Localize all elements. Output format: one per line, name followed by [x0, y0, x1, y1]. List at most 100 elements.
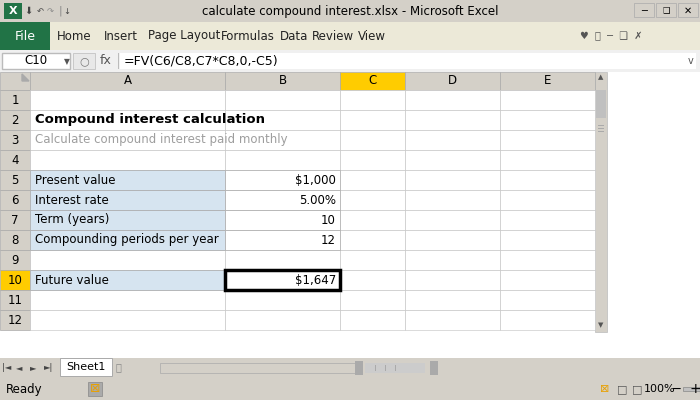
Text: ►|: ►|	[44, 364, 53, 372]
Bar	[385, 365, 386, 371]
Bar	[405, 290, 500, 310]
Bar	[0, 358, 700, 378]
Bar	[30, 150, 225, 170]
Text: ▲: ▲	[598, 74, 603, 80]
Bar	[30, 130, 225, 150]
Bar	[340, 110, 405, 130]
Bar	[340, 90, 405, 110]
Bar	[30, 190, 225, 210]
Text: Future value: Future value	[35, 274, 109, 286]
Text: Page Layout: Page Layout	[148, 30, 220, 42]
Bar	[340, 290, 405, 310]
Text: ↓: ↓	[64, 6, 71, 16]
Bar	[225, 230, 340, 250]
Text: |◄: |◄	[2, 364, 11, 372]
Text: ↷: ↷	[46, 6, 53, 16]
Bar	[120, 53, 696, 69]
Text: Formulas: Formulas	[221, 30, 275, 42]
Text: ⊠: ⊠	[601, 384, 610, 394]
Bar	[225, 210, 340, 230]
Text: ♥  ❓  ─  ❑  ✗: ♥ ❓ ─ ❑ ✗	[580, 31, 643, 41]
Bar	[500, 72, 595, 90]
Bar	[405, 110, 500, 130]
Bar	[405, 310, 500, 330]
Bar	[225, 170, 340, 190]
Text: ►: ►	[30, 364, 36, 372]
Bar	[340, 130, 405, 150]
Text: 3: 3	[11, 134, 19, 146]
Bar	[4, 3, 22, 19]
Text: 10: 10	[8, 274, 22, 286]
Text: Term (years): Term (years)	[35, 214, 109, 226]
Bar	[500, 210, 595, 230]
Text: View: View	[358, 30, 386, 42]
Text: 1: 1	[11, 94, 19, 106]
Bar	[30, 250, 225, 270]
Bar	[30, 270, 225, 290]
Bar	[355, 361, 363, 375]
Text: Interest rate: Interest rate	[35, 194, 108, 206]
Bar	[0, 250, 30, 270]
Text: □: □	[617, 384, 627, 394]
Bar	[0, 22, 700, 50]
Bar	[225, 250, 340, 270]
Bar	[598, 128, 604, 129]
Text: ❑: ❑	[662, 6, 670, 16]
Text: C: C	[368, 74, 377, 88]
Bar	[405, 210, 500, 230]
Bar	[430, 361, 438, 375]
Bar	[0, 90, 30, 110]
Text: ○: ○	[79, 56, 89, 66]
Text: B: B	[279, 74, 286, 88]
Bar	[0, 72, 700, 380]
Text: Sheet1: Sheet1	[66, 362, 106, 372]
Text: Insert: Insert	[104, 30, 138, 42]
Bar	[0, 130, 30, 150]
Bar	[0, 50, 700, 72]
Bar	[405, 130, 500, 150]
Bar	[678, 3, 698, 17]
Bar	[596, 90, 606, 118]
Bar	[365, 363, 425, 373]
Bar	[2, 53, 70, 69]
Bar	[395, 365, 396, 371]
Text: 12: 12	[8, 314, 22, 326]
Bar	[340, 310, 405, 330]
Text: D: D	[448, 74, 457, 88]
Bar	[0, 290, 30, 310]
Text: ◄: ◄	[16, 364, 22, 372]
Bar	[500, 90, 595, 110]
Bar	[340, 230, 405, 250]
Bar	[500, 270, 595, 290]
Bar	[0, 0, 700, 22]
Text: fx: fx	[100, 54, 112, 68]
Text: 8: 8	[11, 234, 19, 246]
Text: ─: ─	[672, 382, 680, 396]
Bar	[60, 358, 112, 376]
Bar	[0, 150, 30, 170]
Bar	[225, 190, 340, 210]
Bar	[30, 270, 225, 290]
Bar	[0, 210, 30, 230]
Bar	[225, 130, 340, 150]
Bar	[225, 270, 340, 290]
Bar	[405, 72, 500, 90]
Bar	[0, 378, 700, 400]
Text: ─: ─	[641, 6, 647, 16]
Text: E: E	[544, 74, 551, 88]
Bar	[30, 170, 225, 190]
Text: v: v	[688, 56, 694, 66]
Text: X: X	[8, 6, 18, 16]
Text: 4: 4	[11, 154, 19, 166]
Bar	[225, 230, 340, 250]
Text: A: A	[123, 74, 132, 88]
Text: |: |	[58, 6, 62, 16]
Bar	[0, 190, 30, 210]
Bar	[0, 22, 50, 50]
Text: +: +	[690, 382, 700, 396]
Bar	[30, 90, 225, 110]
Text: Compound interest calculation: Compound interest calculation	[35, 114, 265, 126]
Bar	[405, 190, 500, 210]
Bar	[340, 190, 405, 210]
Bar	[634, 3, 654, 17]
